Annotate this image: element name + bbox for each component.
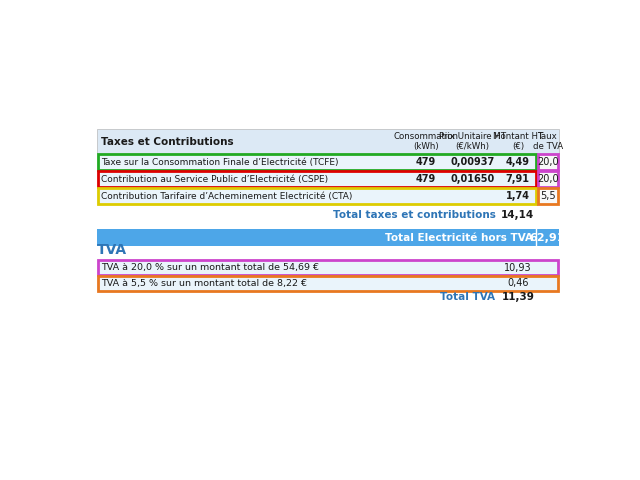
FancyBboxPatch shape — [537, 188, 559, 204]
Text: 0,46: 0,46 — [507, 278, 529, 288]
Text: Total taxes et contributions: Total taxes et contributions — [333, 210, 495, 220]
Text: Taxes et Contributions: Taxes et Contributions — [101, 136, 234, 146]
Text: 0,00937: 0,00937 — [451, 157, 495, 168]
FancyBboxPatch shape — [97, 229, 559, 246]
Text: 14,14: 14,14 — [501, 210, 534, 220]
Text: 5,5: 5,5 — [540, 191, 556, 201]
Text: 11,39: 11,39 — [501, 292, 534, 302]
Text: 62,91: 62,91 — [529, 233, 565, 243]
Text: 1,74: 1,74 — [506, 191, 530, 201]
Text: 7,91: 7,91 — [506, 174, 530, 184]
Text: Total TVA: Total TVA — [440, 292, 495, 302]
Text: 10,93: 10,93 — [504, 263, 532, 273]
FancyBboxPatch shape — [97, 129, 559, 154]
FancyBboxPatch shape — [97, 188, 537, 204]
FancyBboxPatch shape — [97, 171, 537, 188]
FancyBboxPatch shape — [97, 154, 537, 171]
Text: 479: 479 — [416, 174, 436, 184]
Text: Contribution Tarifaire d’Acheminement Electricité (CTA): Contribution Tarifaire d’Acheminement El… — [101, 192, 352, 201]
Text: 4,49: 4,49 — [506, 157, 530, 168]
Text: TVA à 5,5 % sur un montant total de 8,22 €: TVA à 5,5 % sur un montant total de 8,22… — [101, 279, 307, 288]
Text: Prix Unitaire HT
(€/kWh): Prix Unitaire HT (€/kWh) — [439, 132, 506, 151]
Text: 479: 479 — [416, 157, 436, 168]
FancyBboxPatch shape — [97, 260, 559, 276]
FancyBboxPatch shape — [537, 154, 559, 171]
Text: 0,01650: 0,01650 — [451, 174, 495, 184]
Text: Total Electricité hors TVA: Total Electricité hors TVA — [385, 233, 532, 243]
Text: Contribution au Service Public d’Electricité (CSPE): Contribution au Service Public d’Electri… — [101, 175, 328, 184]
Text: TVA: TVA — [97, 243, 127, 257]
FancyBboxPatch shape — [537, 171, 559, 188]
Text: Montant HT
(€): Montant HT (€) — [493, 132, 543, 151]
Text: Taxe sur la Consommation Finale d’Electricité (TCFE): Taxe sur la Consommation Finale d’Electr… — [101, 158, 339, 167]
Text: 20,0: 20,0 — [538, 174, 559, 184]
Text: 20,0: 20,0 — [538, 157, 559, 168]
Text: Consommation
(kWh): Consommation (kWh) — [394, 132, 458, 151]
Text: TVA à 20,0 % sur un montant total de 54,69 €: TVA à 20,0 % sur un montant total de 54,… — [101, 264, 319, 272]
FancyBboxPatch shape — [97, 276, 559, 291]
Text: Taux
de TVA: Taux de TVA — [533, 132, 563, 151]
